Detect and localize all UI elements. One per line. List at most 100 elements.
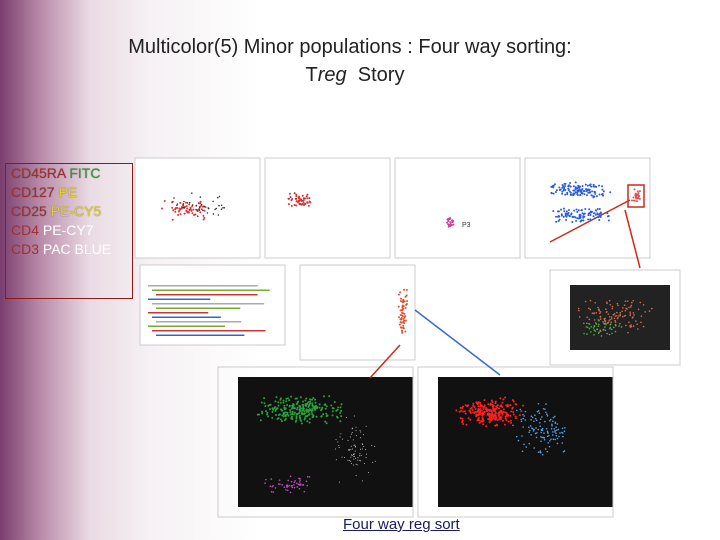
event-dot: [566, 191, 569, 194]
event-dot: [502, 410, 505, 413]
event-dot: [187, 211, 190, 214]
event-dot: [404, 295, 407, 298]
plot-area: [570, 285, 670, 350]
event-dot: [294, 407, 297, 410]
event-dot: [302, 405, 305, 408]
event-dot: [636, 193, 639, 196]
event-dot: [586, 333, 588, 335]
event-dot: [539, 451, 542, 454]
event-dot: [461, 417, 464, 420]
fluorochrome: PE-CY7: [42, 222, 94, 238]
event-dot: [274, 409, 277, 412]
event-dot: [595, 195, 598, 198]
event-dot: [502, 419, 505, 422]
event-dot: [623, 315, 626, 317]
event-dot: [214, 208, 216, 211]
event-dot: [588, 318, 591, 321]
event-dot: [300, 422, 303, 425]
event-dot: [350, 456, 352, 458]
event-dot: [549, 439, 551, 442]
event-dot: [360, 431, 362, 433]
event-dot: [338, 481, 340, 483]
event-dot: [575, 208, 578, 211]
event-dot: [284, 415, 287, 418]
plot-panel: [217, 366, 414, 518]
event-dot: [597, 309, 600, 311]
event-dot: [550, 438, 552, 441]
event-dot: [569, 191, 572, 194]
event-dot: [636, 323, 639, 325]
event-dot: [282, 401, 285, 404]
event-dot: [625, 324, 627, 327]
event-dot: [288, 192, 291, 195]
event-dot: [200, 208, 203, 211]
event-dot: [498, 412, 501, 415]
event-dot: [550, 185, 553, 188]
event-dot: [536, 432, 538, 434]
event-dot: [281, 484, 284, 486]
event-dot: [308, 421, 311, 424]
event-dot: [282, 415, 285, 418]
table-panel: [139, 264, 286, 346]
event-dot: [610, 316, 613, 318]
event-dot: [599, 312, 601, 315]
event-dot: [403, 288, 406, 291]
event-dot: [539, 425, 542, 427]
event-dot: [350, 433, 352, 435]
event-dot: [305, 195, 308, 198]
event-dot: [353, 455, 355, 457]
event-dot: [552, 438, 555, 441]
event-dot: [285, 489, 287, 491]
event-dot: [362, 444, 364, 446]
event-dot: [533, 420, 535, 423]
event-dot: [530, 415, 533, 417]
event-dot: [522, 426, 524, 428]
event-dot: [614, 321, 617, 323]
event-dot: [271, 485, 273, 488]
event-dot: [296, 406, 299, 409]
event-dot: [632, 299, 635, 302]
event-dot: [586, 184, 589, 187]
event-dot: [492, 409, 495, 412]
event-dot: [604, 326, 606, 328]
event-dot: [619, 314, 622, 317]
event-dot: [295, 195, 298, 198]
event-dot: [491, 411, 494, 414]
fluorochrome: PAC BLUE: [42, 241, 112, 257]
event-dot: [533, 447, 535, 449]
event-dot: [605, 323, 607, 326]
event-dot: [580, 188, 583, 191]
event-dot: [531, 427, 534, 430]
marker-row: CD25 PE-CY5: [6, 202, 132, 221]
event-dot: [585, 190, 588, 193]
event-dot: [309, 398, 312, 401]
event-dot: [534, 417, 537, 420]
event-dot: [299, 479, 301, 481]
event-dot: [477, 418, 480, 421]
event-dot: [363, 445, 365, 447]
event-dot: [290, 480, 293, 483]
event-dot: [355, 426, 357, 428]
event-dot: [483, 399, 486, 402]
event-dot: [620, 326, 623, 328]
event-dot: [555, 189, 558, 192]
table-line: [152, 289, 270, 291]
event-dot: [529, 425, 532, 427]
event-dot: [274, 413, 277, 416]
event-dot: [606, 212, 609, 215]
event-dot: [578, 185, 581, 188]
event-dot: [343, 456, 345, 458]
event-dot: [284, 407, 287, 410]
event-dot: [623, 304, 626, 306]
event-dot: [405, 303, 408, 306]
event-dot: [597, 306, 599, 309]
event-dot: [179, 213, 182, 216]
event-dot: [609, 326, 612, 329]
event-dot: [267, 415, 270, 418]
event-dot: [576, 217, 579, 220]
event-dot: [588, 307, 590, 310]
arrow: [549, 199, 631, 243]
event-dot: [593, 334, 595, 336]
event-dot: [541, 416, 543, 418]
event-dot: [599, 315, 602, 318]
